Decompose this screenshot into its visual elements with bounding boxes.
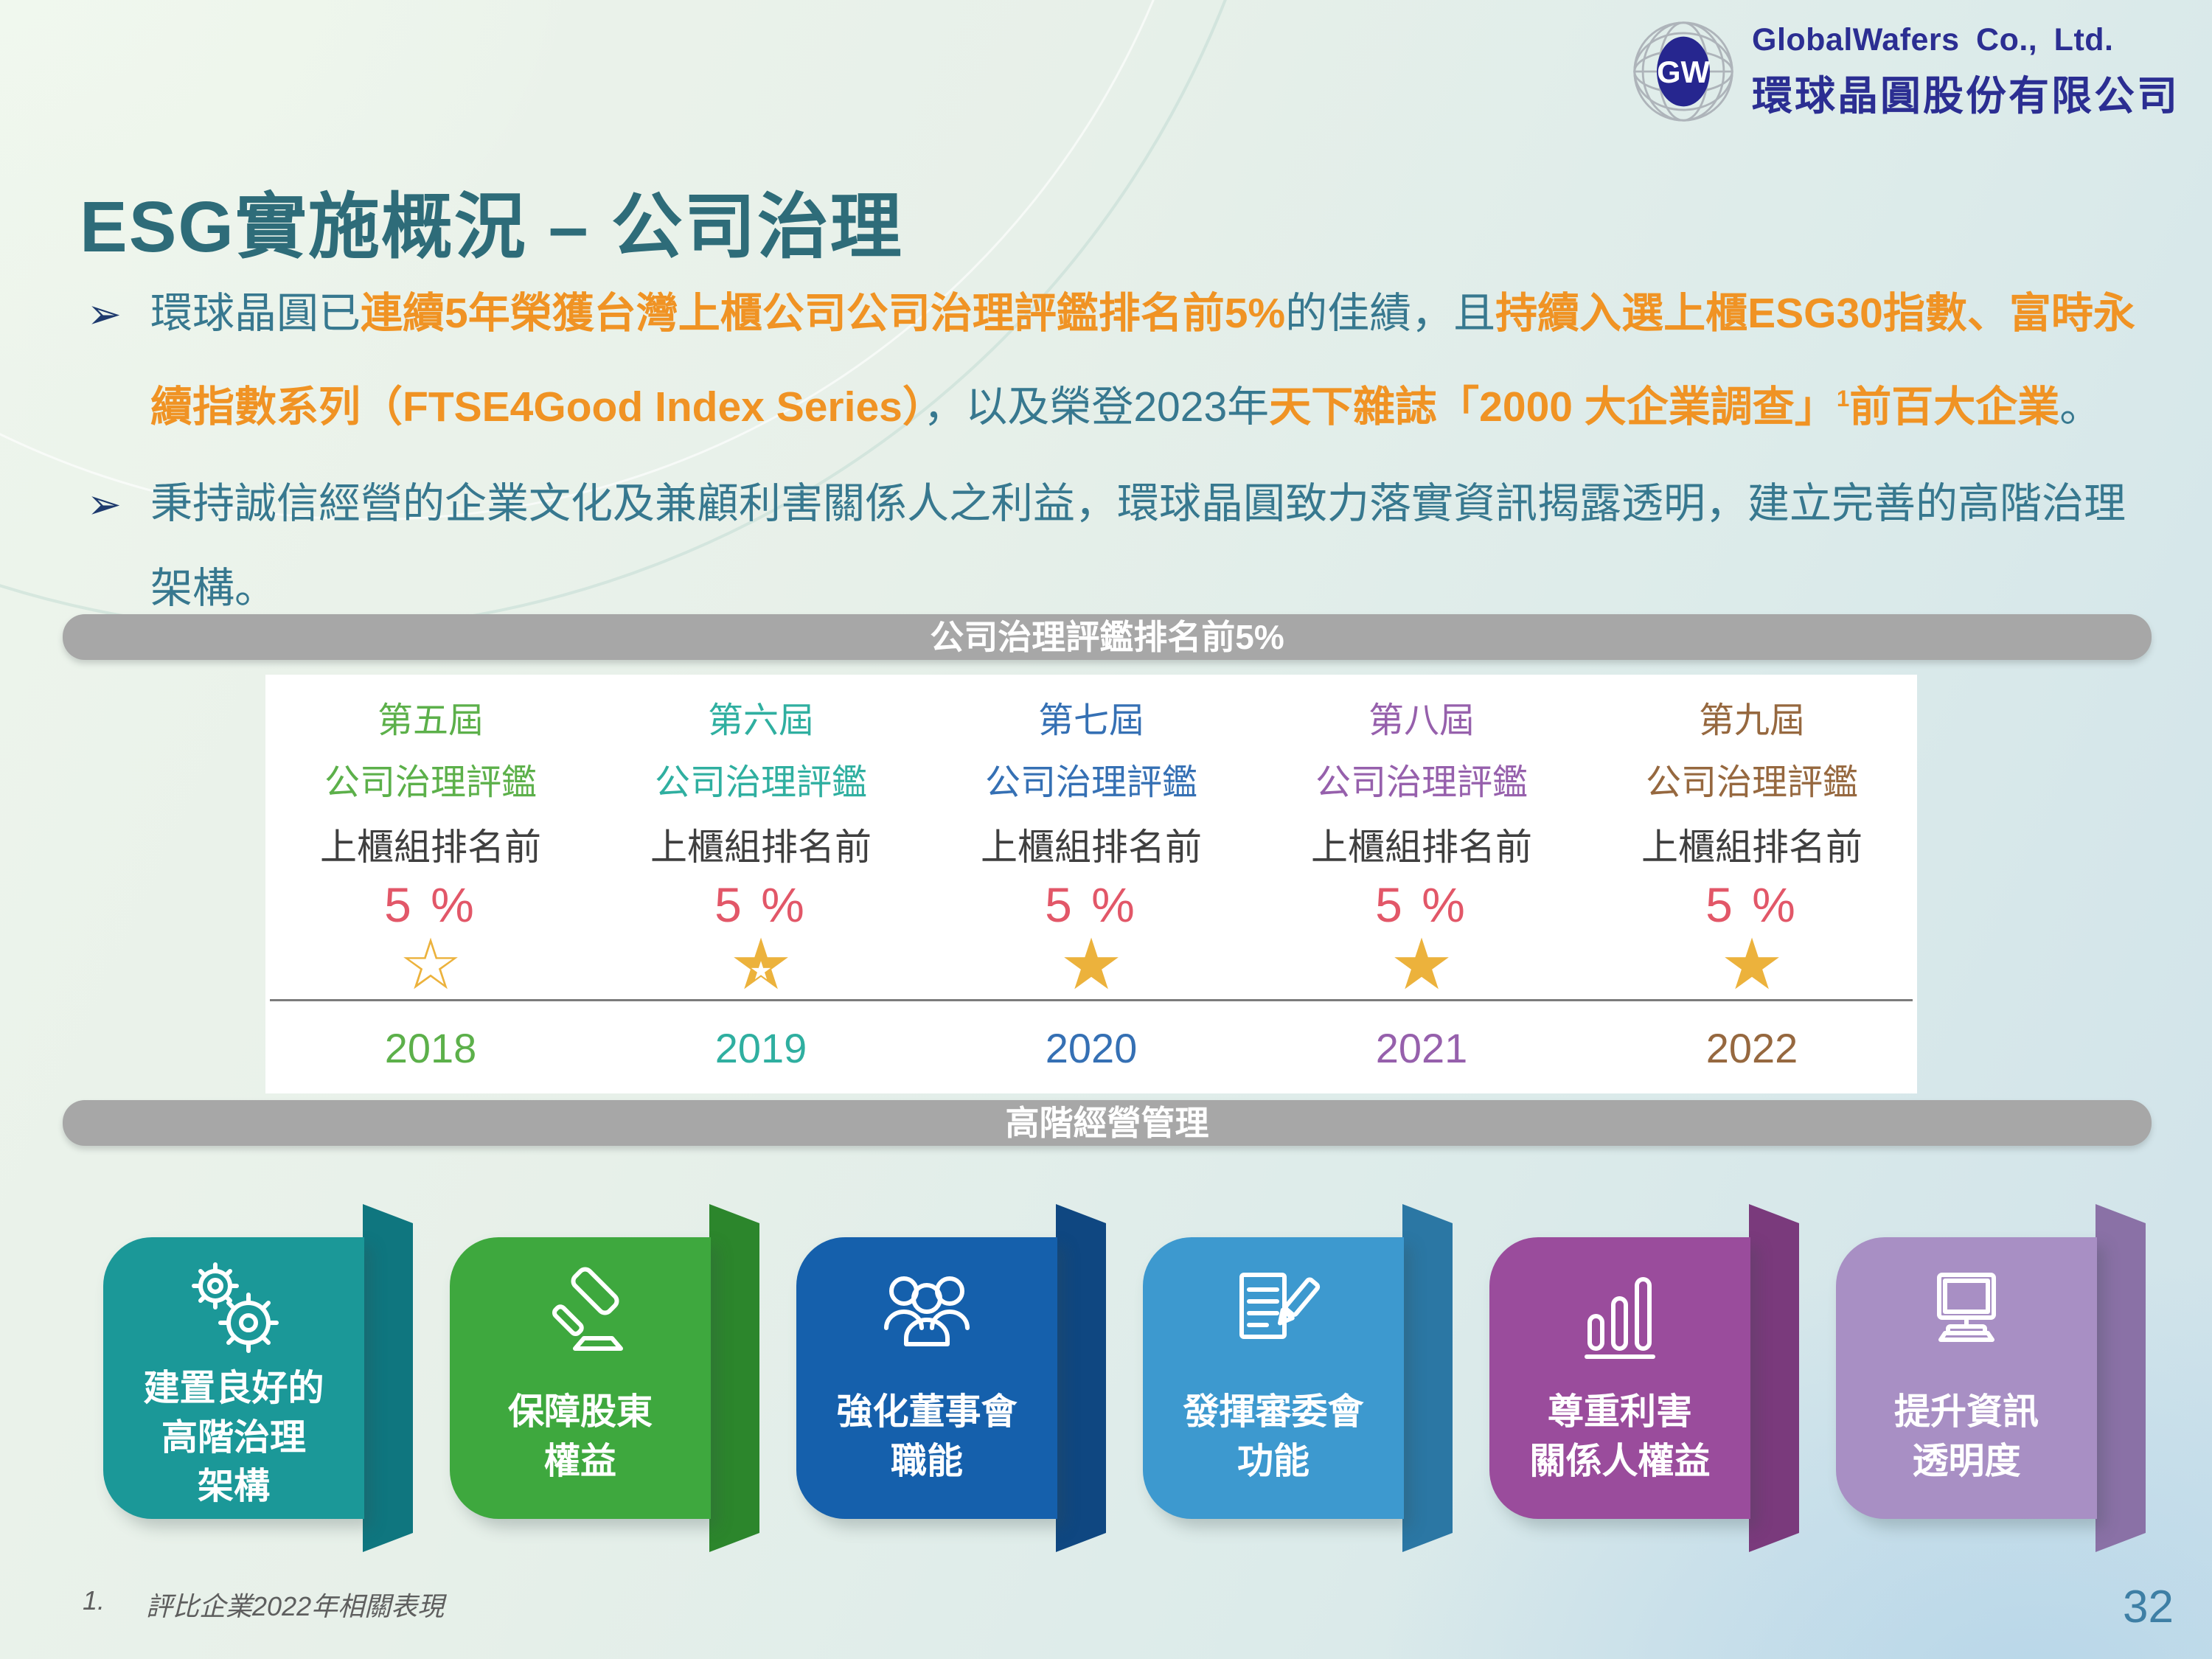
evaluation-column-2022: 第九屆 公司治理評鑑 上櫃組排名前 5 % ★ 2022	[1587, 675, 1917, 1093]
ribbon-card: 強化董事會 職能	[796, 1237, 1057, 1519]
logo-monogram: GW	[1657, 55, 1710, 89]
period-label: 第八屆	[1368, 701, 1475, 740]
ribbon-board-function: 強化董事會 職能	[796, 1204, 1106, 1552]
period-label: 第六屆	[707, 701, 814, 740]
evaluation-column-2019: 第六屆 公司治理評鑑 上櫃組排名前 5 % ★ ★ 2019	[596, 675, 926, 1093]
arrow-bullet-icon: ➢	[87, 291, 122, 337]
percent-value: 5 %	[1705, 877, 1798, 932]
evaluation-panel: 第五屆 公司治理評鑑 上櫃組排名前 5 % ☆ 2018 第六屆 公司治理評鑑 …	[265, 675, 1917, 1093]
ribbon-governance-framework: 建置良好的 高階治理 架構	[103, 1204, 413, 1552]
bullet-item: ➢ 環球晶圓已連續5年榮獲台灣上櫃公司公司治理評鑑排名前5%的佳績，且持續入選上…	[87, 271, 2152, 450]
logo-text: GlobalWafers Co., Ltd. 環球晶圓股份有限公司	[1752, 22, 2180, 122]
gavel-icon	[525, 1255, 636, 1367]
ribbon-fold	[1749, 1204, 1799, 1552]
year-label: 2020	[1045, 1025, 1138, 1071]
ribbon-stakeholder-rights: 尊重利害 關係人權益	[1489, 1204, 1799, 1552]
evaluation-column-2018: 第五屆 公司治理評鑑 上櫃組排名前 5 % ☆ 2018	[265, 675, 596, 1093]
ribbon-shareholder-rights: 保障股東 權益	[450, 1204, 759, 1552]
arrow-bullet-icon: ➢	[87, 481, 122, 527]
ribbon-fold	[1402, 1204, 1453, 1552]
ribbon-label: 尊重利害 關係人權益	[1529, 1392, 1711, 1481]
gears-icon	[178, 1255, 289, 1366]
year-label: 2021	[1375, 1025, 1468, 1071]
period-label: 第五屆	[377, 701, 484, 740]
ribbon-label: 保障股東 權益	[507, 1392, 653, 1481]
footnote-index: 1.	[83, 1585, 105, 1615]
rank-label: 上櫃組排名前	[320, 827, 541, 868]
company-logo: GW GlobalWafers Co., Ltd. 環球晶圓股份有限公司	[1631, 19, 2180, 124]
period-label: 第九屆	[1698, 701, 1805, 740]
management-ribbons: 建置良好的 高階治理 架構 保障股東 權益	[103, 1204, 2146, 1552]
ribbon-audit-committee: 發揮審委會 功能	[1143, 1204, 1453, 1552]
percent-value: 5 %	[1045, 877, 1138, 932]
company-name-en: GlobalWafers Co., Ltd.	[1752, 21, 2114, 58]
footnote: 1. 評比企業2022年相關表現	[83, 1585, 444, 1624]
percent-value: 5 %	[1375, 877, 1468, 932]
ribbon-label: 發揮審委會 功能	[1183, 1392, 1364, 1481]
percent-value: 5 %	[714, 877, 807, 932]
timeline-axis	[270, 999, 1913, 1001]
bullet-text: 秉持誠信經營的企業文化及兼顧利害關係人之利益，環球晶圓致力落實資訊揭露透明，建立…	[150, 480, 2126, 612]
award-label: 公司治理評鑑	[324, 763, 537, 802]
ribbon-fold	[709, 1204, 759, 1552]
ribbon-label: 提升資訊 透明度	[1893, 1392, 2039, 1481]
globe-icon: GW	[1633, 21, 1733, 122]
award-label: 公司治理評鑑	[1315, 763, 1528, 802]
ribbon-info-transparency: 提升資訊 透明度	[1836, 1204, 2146, 1552]
ribbon-card: 保障股東 權益	[450, 1237, 711, 1519]
ribbon-card: 尊重利害 關係人權益	[1489, 1237, 1750, 1519]
footnote-text: 評比企業2022年相關表現	[146, 1591, 445, 1621]
percent-value: 5 %	[384, 877, 477, 932]
rank-label: 上櫃組排名前	[981, 827, 1202, 868]
page-title: ESG實施概況 – 公司治理	[80, 187, 903, 267]
bullet-list: ➢ 環球晶圓已連續5年榮獲台灣上櫃公司公司治理評鑑排名前5%的佳績，且持續入選上…	[87, 271, 2152, 631]
evaluation-column-2020: 第七屆 公司治理評鑑 上櫃組排名前 5 % ★ 2020	[926, 675, 1256, 1093]
monitor-icon	[1911, 1255, 2022, 1367]
year-label: 2019	[714, 1025, 807, 1071]
ribbon-label: 強化董事會 職能	[836, 1392, 1018, 1481]
star-half-icon: ★ ★	[728, 925, 793, 1004]
star-outline-icon: ☆	[398, 925, 463, 1004]
company-name-zh: 環球晶圓股份有限公司	[1752, 72, 2180, 119]
rank-label: 上櫃組排名前	[650, 827, 872, 868]
rank-label: 上櫃組排名前	[1641, 827, 1863, 868]
ribbon-fold	[1056, 1204, 1106, 1552]
bullet-text: 環球晶圓已連續5年榮獲台灣上櫃公司公司治理評鑑排名前5%的佳績，且持續入選上櫃E…	[150, 290, 2135, 431]
year-label: 2022	[1705, 1025, 1798, 1071]
year-label: 2018	[384, 1025, 477, 1071]
rank-label: 上櫃組排名前	[1311, 827, 1532, 868]
ribbon-label: 建置良好的 高階治理 架構	[143, 1368, 324, 1507]
ribbon-card: 發揮審委會 功能	[1143, 1237, 1404, 1519]
award-label: 公司治理評鑑	[654, 763, 867, 802]
ribbon-fold	[2096, 1204, 2146, 1552]
ribbon-fold	[363, 1204, 413, 1552]
star-filled-icon: ★	[1389, 925, 1454, 1004]
bar-chart-icon	[1565, 1255, 1675, 1367]
board-people-icon	[872, 1255, 982, 1367]
management-banner: 高階經營管理	[63, 1100, 2152, 1146]
star-filled-icon: ★	[1719, 925, 1784, 1004]
audit-document-icon	[1218, 1255, 1329, 1367]
ribbon-card: 建置良好的 高階治理 架構	[103, 1237, 364, 1519]
evaluation-column-2021: 第八屆 公司治理評鑑 上櫃組排名前 5 % ★ 2021	[1256, 675, 1587, 1093]
page-number: 32	[2123, 1582, 2174, 1632]
star-filled-icon: ★	[1059, 925, 1124, 1004]
bullet-item: ➢ 秉持誠信經營的企業文化及兼顧利害關係人之利益，環球晶圓致力落實資訊揭露透明，…	[87, 462, 2152, 631]
governance-banner: 公司治理評鑑排名前5%	[63, 614, 2152, 660]
award-label: 公司治理評鑑	[1645, 763, 1858, 802]
period-label: 第七屆	[1037, 701, 1144, 740]
ribbon-card: 提升資訊 透明度	[1836, 1237, 2097, 1519]
award-label: 公司治理評鑑	[984, 763, 1197, 802]
